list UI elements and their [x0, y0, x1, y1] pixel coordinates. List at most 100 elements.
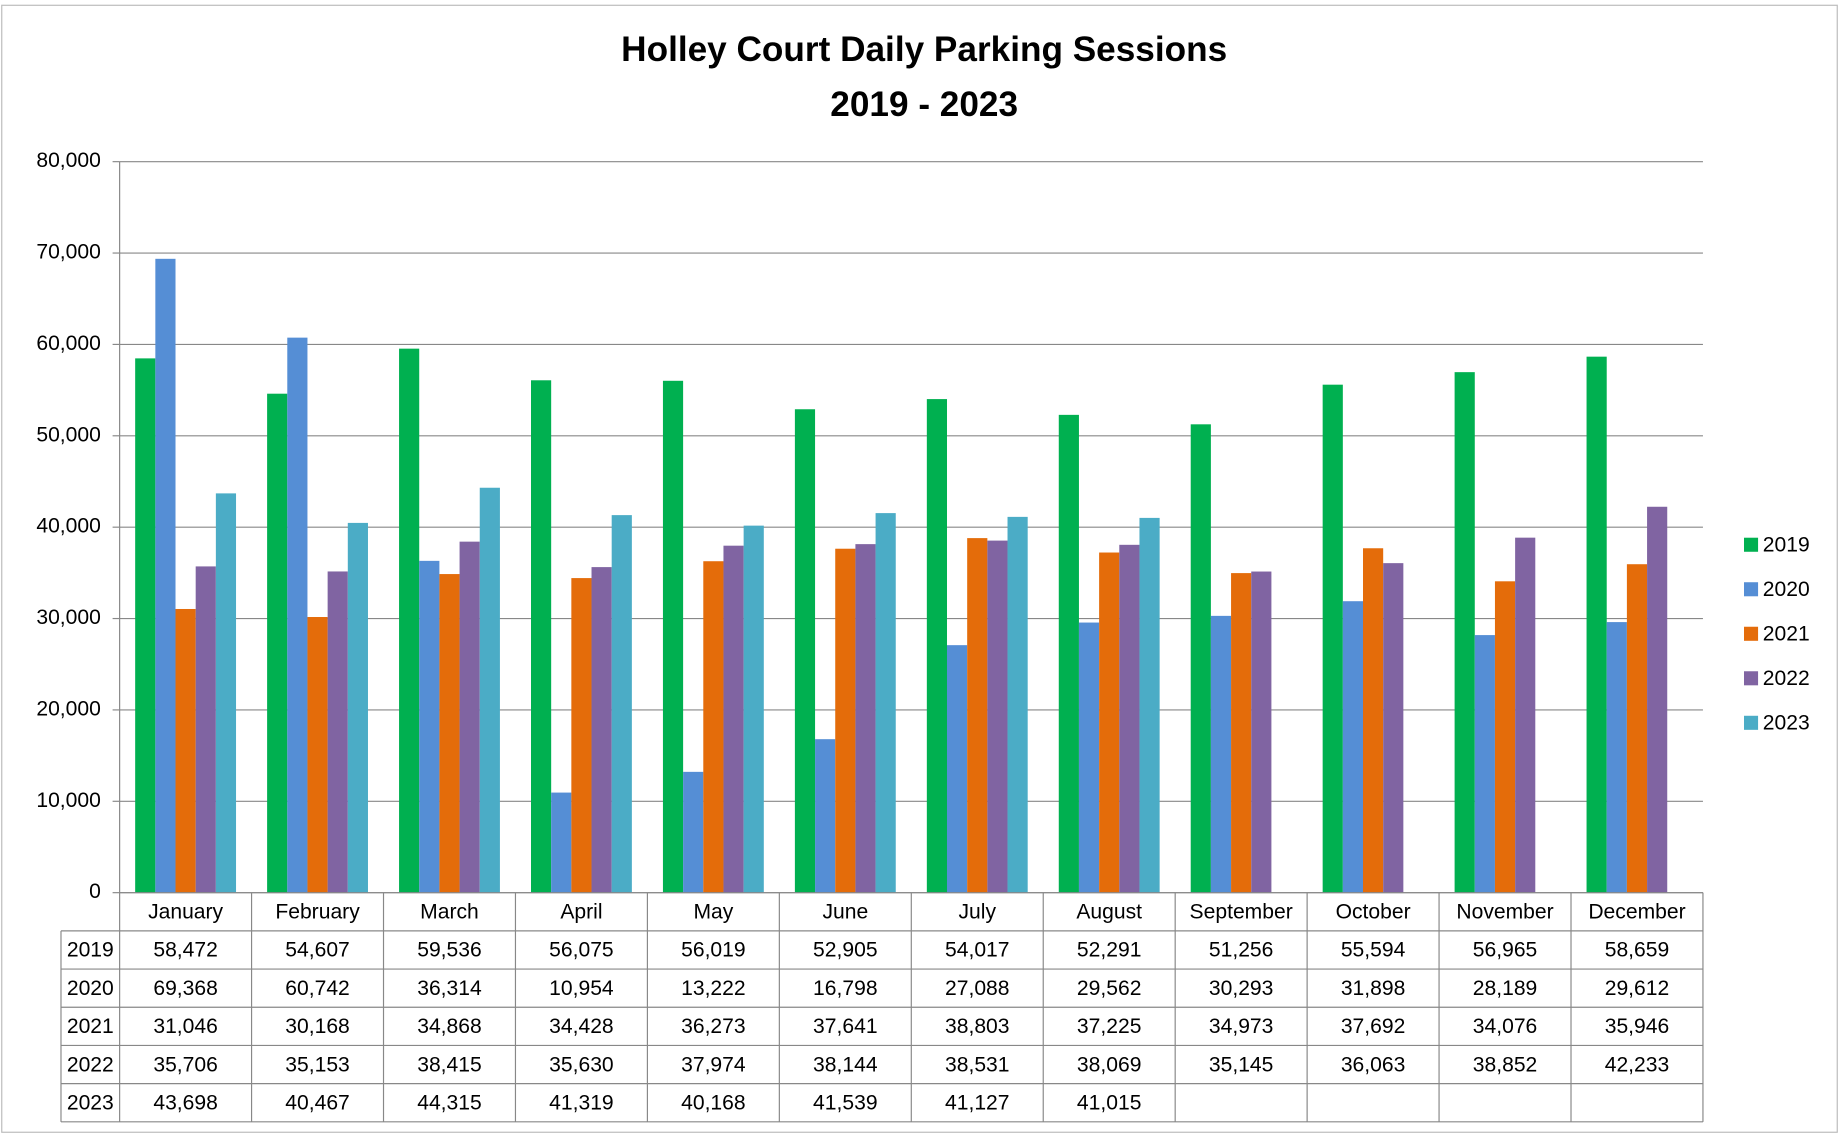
y-tick-label: 60,000 [36, 332, 101, 355]
bar [135, 358, 156, 893]
table-cell: 55,594 [1341, 939, 1406, 962]
table-cell: 38,415 [417, 1053, 482, 1076]
bar [479, 487, 500, 893]
y-tick-label: 20,000 [36, 698, 101, 721]
bar [551, 792, 572, 893]
x-tick-label: June [822, 901, 868, 924]
table-cell: 34,428 [549, 1015, 614, 1038]
legend-label: 2023 [1763, 712, 1810, 735]
x-tick-label: November [1456, 901, 1553, 924]
x-tick-label: August [1076, 901, 1142, 924]
y-tick-label: 10,000 [36, 789, 101, 812]
bar [1515, 537, 1536, 893]
table-cell: 38,069 [1077, 1053, 1142, 1076]
bar [1454, 372, 1475, 893]
table-cell: 69,368 [153, 977, 218, 1000]
x-tick-label: May [693, 901, 733, 924]
table-cell: 54,607 [285, 939, 350, 962]
table-cell: 37,225 [1077, 1015, 1142, 1038]
bar [1647, 506, 1668, 893]
table-cell: 34,973 [1209, 1015, 1274, 1038]
table-cell: 35,946 [1605, 1015, 1670, 1038]
bar [1626, 564, 1648, 893]
chart-title: Holley Court Daily Parking Sessions [621, 30, 1227, 69]
bar [399, 348, 420, 893]
bar [1139, 517, 1160, 893]
table-cell: 34,868 [417, 1015, 482, 1038]
table-cell: 41,319 [549, 1091, 614, 1114]
bar [347, 522, 368, 893]
table-cell: 59,536 [417, 939, 482, 962]
bar [855, 544, 876, 893]
bar [611, 515, 632, 893]
bar [459, 541, 480, 893]
table-cell: 27,088 [945, 977, 1010, 1000]
bar [1058, 414, 1079, 893]
x-tick-label: September [1190, 901, 1293, 924]
bar [287, 337, 308, 893]
table-row-label: 2020 [67, 977, 114, 1000]
table-cell: 36,063 [1341, 1053, 1406, 1076]
legend-swatch [1744, 582, 1759, 597]
table-cell: 52,905 [813, 939, 878, 962]
bar [1322, 384, 1343, 893]
table-cell: 29,612 [1605, 977, 1670, 1000]
table-cell: 35,153 [285, 1053, 350, 1076]
y-tick-label: 50,000 [36, 423, 101, 446]
bar [1474, 635, 1495, 893]
legend-label: 2022 [1763, 667, 1810, 690]
legend-label: 2019 [1763, 533, 1810, 556]
bar [875, 513, 896, 893]
bar [175, 608, 196, 893]
bar [155, 258, 176, 893]
table-cell: 31,046 [153, 1015, 218, 1038]
bar [419, 560, 440, 893]
table-cell: 44,315 [417, 1091, 482, 1114]
table-cell: 52,291 [1077, 939, 1142, 962]
table-cell: 37,974 [681, 1053, 746, 1076]
bar [835, 548, 856, 893]
table-cell: 54,017 [945, 939, 1010, 962]
table-cell: 56,019 [681, 939, 746, 962]
table-row-label: 2019 [67, 939, 114, 962]
table-cell: 40,467 [285, 1091, 350, 1114]
bar [1586, 356, 1607, 893]
y-tick-label: 0 [89, 880, 101, 903]
bar [1606, 622, 1627, 893]
table-cell: 13,222 [681, 977, 746, 1000]
x-tick-label: December [1588, 901, 1685, 924]
bar [1190, 424, 1211, 893]
table-cell: 38,852 [1473, 1053, 1538, 1076]
table-cell: 37,641 [813, 1015, 878, 1038]
table-cell: 35,706 [153, 1053, 218, 1076]
bar [307, 617, 328, 893]
legend-swatch [1744, 671, 1759, 686]
legend-swatch [1744, 626, 1759, 641]
bar [1099, 552, 1120, 893]
bar [1231, 573, 1252, 893]
table-cell: 36,273 [681, 1015, 746, 1038]
table-cell: 43,698 [153, 1091, 218, 1114]
bar [327, 571, 348, 893]
bar [703, 561, 724, 893]
table-cell: 31,898 [1341, 977, 1406, 1000]
table-cell: 16,798 [813, 977, 878, 1000]
y-tick-label: 70,000 [36, 241, 101, 264]
legend-label: 2021 [1763, 623, 1810, 646]
table-cell: 41,015 [1077, 1091, 1142, 1114]
table-row-label: 2021 [67, 1015, 114, 1038]
x-tick-label: February [275, 901, 360, 924]
bar [1494, 581, 1516, 893]
table-cell: 38,144 [813, 1053, 878, 1076]
table-cell: 58,472 [153, 939, 218, 962]
table-cell: 38,531 [945, 1053, 1010, 1076]
bar [794, 409, 816, 893]
table-cell: 56,075 [549, 939, 614, 962]
table-cell: 42,233 [1605, 1053, 1670, 1076]
bar [1078, 622, 1100, 893]
x-tick-label: July [959, 901, 997, 924]
y-tick-label: 80,000 [36, 149, 101, 172]
bar [815, 739, 836, 893]
